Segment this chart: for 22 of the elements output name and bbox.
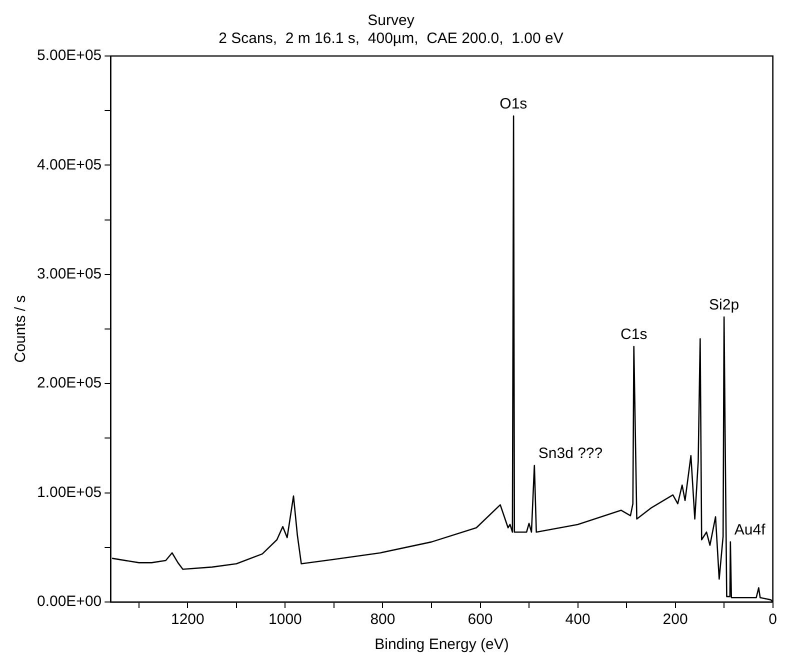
x-tick-label: 400	[565, 611, 590, 628]
x-tick-label: 1200	[171, 611, 204, 628]
y-tick-label: 1.00E+05	[36, 484, 102, 501]
annotation: Si2p	[709, 296, 740, 314]
chart-subtitle: 2 Scans, 2 m 16.1 s, 400µm, CAE 200.0, 1.00 eV	[218, 30, 564, 48]
chart-title: Survey	[368, 12, 415, 30]
annotation: Au4f	[734, 522, 766, 539]
x-tick-label: 800	[370, 611, 396, 628]
x-tick-label: 0	[768, 611, 777, 628]
annotation: C1s	[620, 326, 648, 344]
x-axis-title: Binding Energy (eV)	[374, 636, 509, 654]
y-tick-label: 3.00E+05	[36, 266, 102, 283]
x-tick-label: 200	[662, 611, 688, 628]
y-tick-label: 2.00E+05	[36, 374, 102, 392]
y-tick-label: 0.00E+00	[36, 593, 102, 610]
y-tick-label: 5.00E+05	[36, 47, 102, 64]
annotation: O1s	[500, 96, 528, 113]
x-tick-label: 600	[468, 611, 493, 628]
y-tick-label: 4.00E+05	[36, 156, 102, 174]
annotation: Sn3d ???	[538, 445, 603, 462]
x-tick-label: 1000	[268, 611, 302, 628]
y-axis-title: Counts / s	[12, 295, 30, 363]
